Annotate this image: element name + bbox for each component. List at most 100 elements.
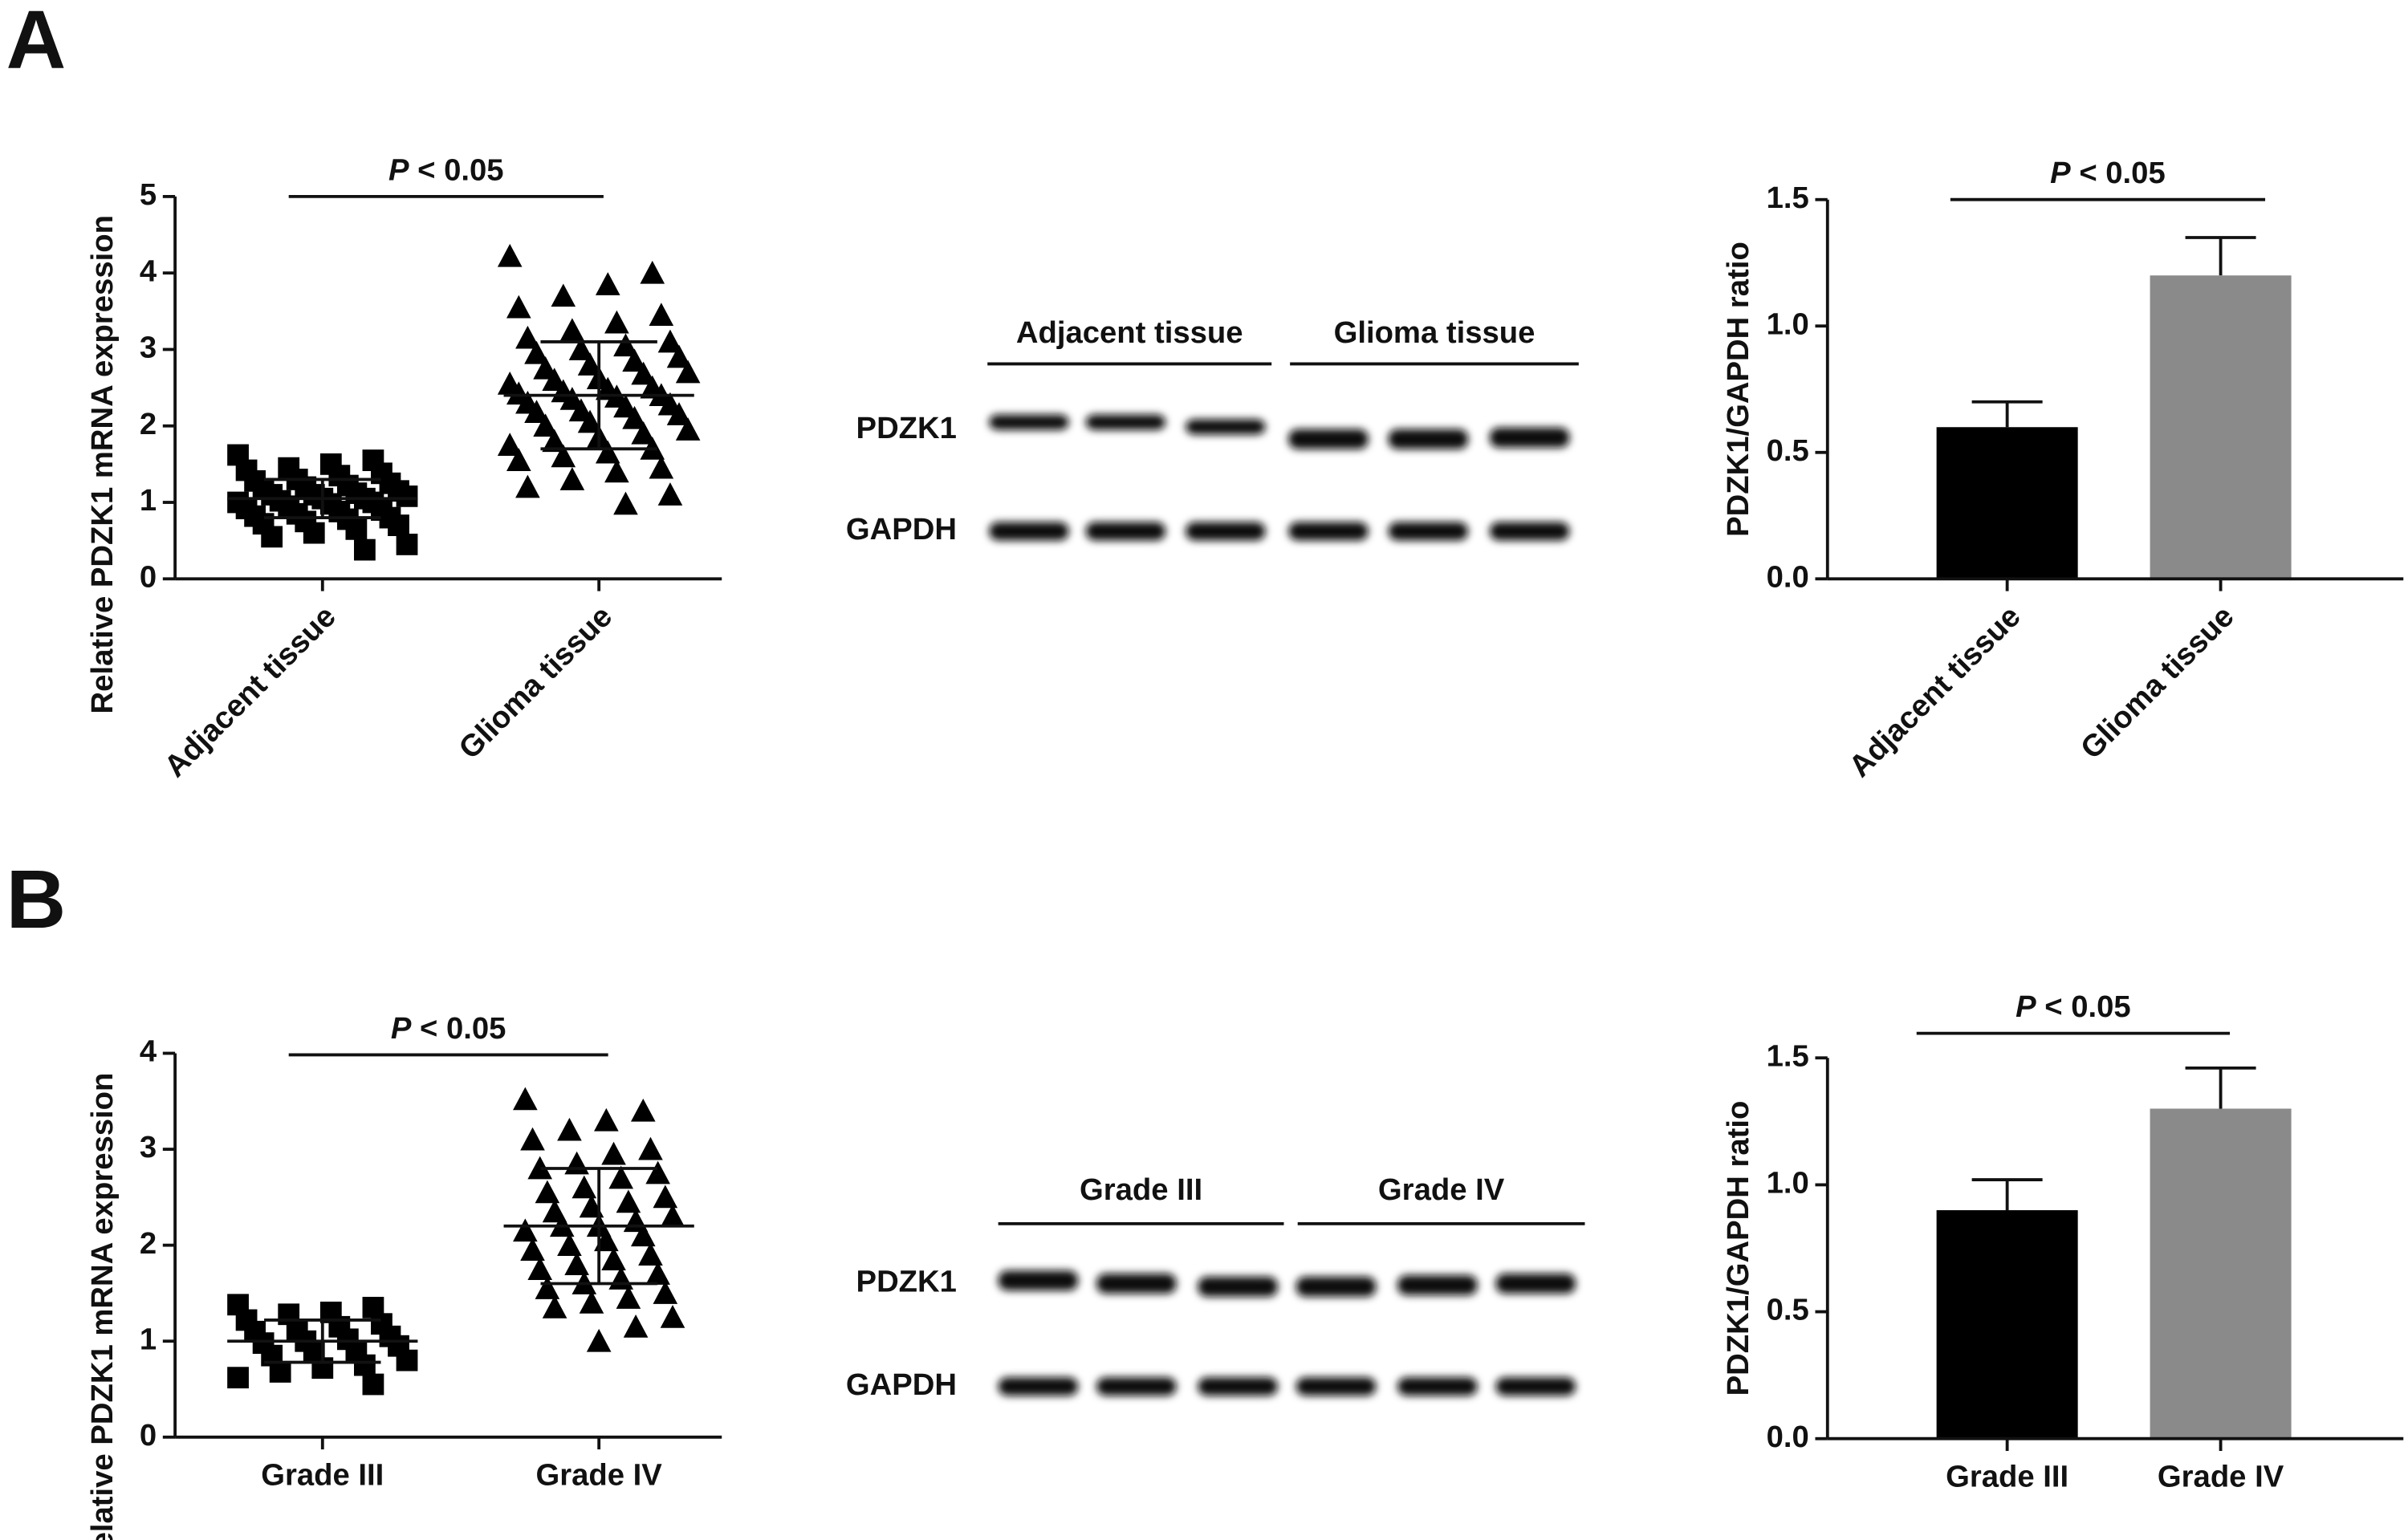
dot xyxy=(649,303,674,326)
bar xyxy=(1936,1210,2078,1439)
dot xyxy=(396,1349,418,1371)
dot xyxy=(520,1237,545,1262)
y-tick-label: 2 xyxy=(140,407,157,441)
dot xyxy=(640,260,665,284)
dot xyxy=(557,1117,582,1141)
dot xyxy=(601,1247,626,1270)
dot xyxy=(657,482,683,506)
dot xyxy=(638,1136,663,1160)
blot-band xyxy=(1495,1274,1576,1294)
dot xyxy=(269,1361,291,1383)
significance-label: P < 0.05 xyxy=(2015,989,2131,1024)
dot xyxy=(354,1354,376,1376)
y-axis-label: Relative PDZK1 mRNA expression xyxy=(85,215,120,713)
y-tick-label: 4 xyxy=(140,1034,157,1069)
dot xyxy=(557,1233,582,1257)
y-tick-label: 1 xyxy=(140,1322,157,1356)
dot xyxy=(579,1290,604,1314)
dot xyxy=(638,1242,663,1266)
y-tick-label: 4 xyxy=(140,254,157,288)
dot xyxy=(396,486,418,507)
dot xyxy=(622,348,647,372)
significance-label: P < 0.05 xyxy=(388,152,504,187)
x-tick-label: Grade IV xyxy=(2158,1460,2284,1494)
x-tick-label: Grade III xyxy=(1946,1460,2068,1494)
blot-band xyxy=(1288,429,1369,449)
y-tick-label: 0 xyxy=(140,559,157,594)
dot xyxy=(506,295,531,319)
dot xyxy=(604,310,629,334)
significance-symbol: P xyxy=(391,1011,412,1046)
x-tick-label: Grade III xyxy=(261,1458,384,1493)
dot xyxy=(577,352,603,376)
y-tick-label: 0.5 xyxy=(1767,1293,1809,1327)
y-tick-label: 3 xyxy=(140,1130,157,1164)
dot xyxy=(396,534,418,555)
y-tick-label: 0.5 xyxy=(1767,433,1809,468)
dot xyxy=(660,1204,685,1228)
dot xyxy=(645,1262,670,1285)
blot-band xyxy=(989,414,1069,430)
dot xyxy=(524,400,549,423)
dot xyxy=(542,429,567,453)
dot xyxy=(388,514,409,536)
y-axis-label: Relative PDZK1 mRNA expression xyxy=(85,1073,120,1540)
dot xyxy=(613,491,638,515)
dot xyxy=(513,1087,538,1111)
dot xyxy=(630,1223,656,1247)
blot-band xyxy=(1296,1377,1377,1396)
dot xyxy=(527,1156,553,1180)
dot xyxy=(675,417,701,441)
blot-band xyxy=(1186,419,1266,435)
blot-band xyxy=(1489,522,1570,541)
significance-label: P < 0.05 xyxy=(2050,156,2166,190)
bar xyxy=(1936,427,2078,579)
y-axis-label: PDZK1/GAPDH ratio xyxy=(1721,242,1755,537)
dot xyxy=(515,474,540,498)
dot xyxy=(595,272,620,295)
dot xyxy=(564,1252,589,1275)
dot xyxy=(227,1367,249,1389)
dot xyxy=(645,1160,670,1184)
dot xyxy=(497,243,523,267)
blot-band xyxy=(1489,427,1570,448)
blot-band xyxy=(998,1377,1079,1396)
blot-group-label: Glioma tissue xyxy=(1334,315,1536,350)
bar xyxy=(2150,1108,2292,1439)
blot-band xyxy=(1296,1276,1377,1297)
dot xyxy=(631,361,656,385)
dot xyxy=(551,283,576,307)
significance-text: < 0.05 xyxy=(2079,156,2165,190)
blot-band xyxy=(998,1270,1079,1291)
dot xyxy=(666,402,692,425)
dot xyxy=(577,409,603,433)
blot-group-label: Grade III xyxy=(1080,1172,1202,1207)
dot xyxy=(568,337,594,360)
dot xyxy=(354,538,376,561)
blot-band xyxy=(1096,1377,1177,1396)
dot xyxy=(601,1141,626,1165)
dot xyxy=(362,1373,384,1396)
y-tick-label: 0.0 xyxy=(1767,1420,1809,1454)
blot-band xyxy=(1085,414,1166,430)
panel-label: A xyxy=(6,0,67,86)
dot xyxy=(533,413,558,437)
y-tick-label: 1 xyxy=(140,483,157,518)
blot-band xyxy=(1388,429,1469,449)
y-tick-label: 3 xyxy=(140,331,157,365)
dot xyxy=(506,448,531,472)
panel-label: B xyxy=(6,852,67,945)
y-tick-label: 0.0 xyxy=(1767,559,1809,594)
dot xyxy=(559,467,585,490)
dot xyxy=(660,1305,685,1328)
blot-band xyxy=(1198,1276,1278,1297)
x-tick-label: Grade IV xyxy=(536,1458,663,1493)
y-tick-label: 0 xyxy=(140,1418,157,1453)
dot xyxy=(653,1184,678,1209)
y-axis-label: PDZK1/GAPDH ratio xyxy=(1721,1101,1755,1396)
dot xyxy=(571,1175,597,1199)
blot-band xyxy=(1288,522,1369,541)
blot-band xyxy=(1198,1377,1278,1396)
dot xyxy=(559,318,585,342)
